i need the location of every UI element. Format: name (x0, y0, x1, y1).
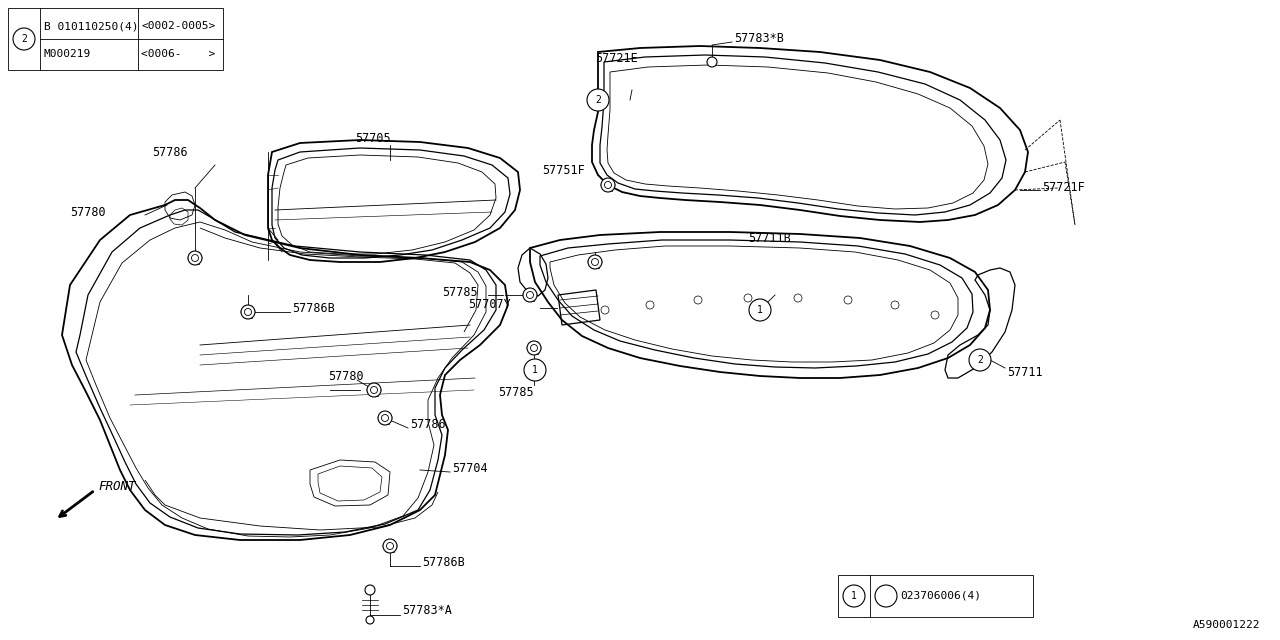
Circle shape (588, 255, 602, 269)
Text: 57786: 57786 (152, 145, 188, 159)
Text: <0002-0005>: <0002-0005> (141, 21, 215, 31)
Text: 57785: 57785 (498, 385, 534, 399)
Text: 57751F: 57751F (541, 163, 585, 177)
Text: 2: 2 (595, 95, 600, 105)
Text: 57786: 57786 (410, 419, 445, 431)
Text: 023706006(4): 023706006(4) (900, 591, 980, 601)
Circle shape (241, 305, 255, 319)
Circle shape (383, 539, 397, 553)
Circle shape (876, 585, 897, 607)
Circle shape (378, 411, 392, 425)
Circle shape (602, 178, 614, 192)
Circle shape (367, 383, 381, 397)
Text: 1: 1 (532, 365, 538, 375)
Text: 57786B: 57786B (292, 301, 335, 314)
Text: 1: 1 (756, 305, 763, 315)
Bar (8, 8, 223, 70)
Circle shape (749, 299, 771, 321)
Text: 57786B: 57786B (422, 556, 465, 568)
Circle shape (13, 28, 35, 50)
Text: B 010110250(4): B 010110250(4) (44, 21, 138, 31)
Text: 57785: 57785 (442, 285, 477, 298)
Text: 2: 2 (977, 355, 983, 365)
Text: 57721F: 57721F (1042, 180, 1084, 193)
Text: 57721E: 57721E (595, 51, 637, 65)
Text: 57704: 57704 (452, 461, 488, 474)
Circle shape (969, 349, 991, 371)
Circle shape (588, 89, 609, 111)
Text: 57783*B: 57783*B (733, 31, 783, 45)
Text: 57711B: 57711B (748, 232, 791, 244)
Text: 2: 2 (20, 34, 27, 44)
Text: 57780: 57780 (328, 369, 364, 383)
Text: 1: 1 (851, 591, 856, 601)
Circle shape (707, 57, 717, 67)
Bar (838, 575, 1033, 617)
Circle shape (844, 585, 865, 607)
Text: M000219: M000219 (44, 49, 91, 59)
Text: <0006-    >: <0006- > (141, 49, 215, 59)
Text: A590001222: A590001222 (1193, 620, 1260, 630)
Text: 57705: 57705 (355, 131, 390, 145)
Text: 57711: 57711 (1007, 365, 1043, 378)
Text: 57707Y: 57707Y (468, 298, 511, 310)
Circle shape (524, 288, 538, 302)
Circle shape (365, 585, 375, 595)
Text: 57783*A: 57783*A (402, 605, 452, 618)
Text: 57780: 57780 (70, 205, 106, 218)
Circle shape (527, 341, 541, 355)
Text: FRONT: FRONT (99, 479, 136, 493)
Circle shape (524, 359, 547, 381)
Text: N: N (883, 591, 890, 601)
Circle shape (188, 251, 202, 265)
